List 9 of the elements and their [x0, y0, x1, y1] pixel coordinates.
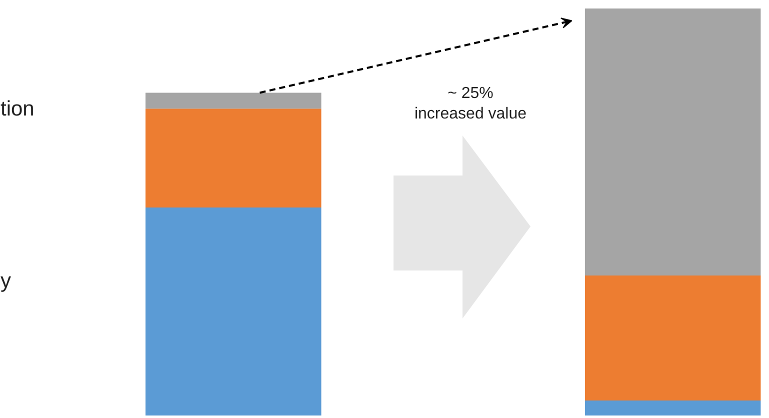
- annotation: ~ 25% increased value: [414, 85, 527, 122]
- bar: [146, 92, 322, 109]
- bar: [584, 8, 761, 276]
- annotation: tion: [0, 98, 34, 120]
- bar: [146, 108, 322, 208]
- bar: [146, 208, 322, 416]
- annotation: y: [0, 270, 12, 292]
- bar: [584, 275, 761, 400]
- bar: [584, 400, 761, 416]
